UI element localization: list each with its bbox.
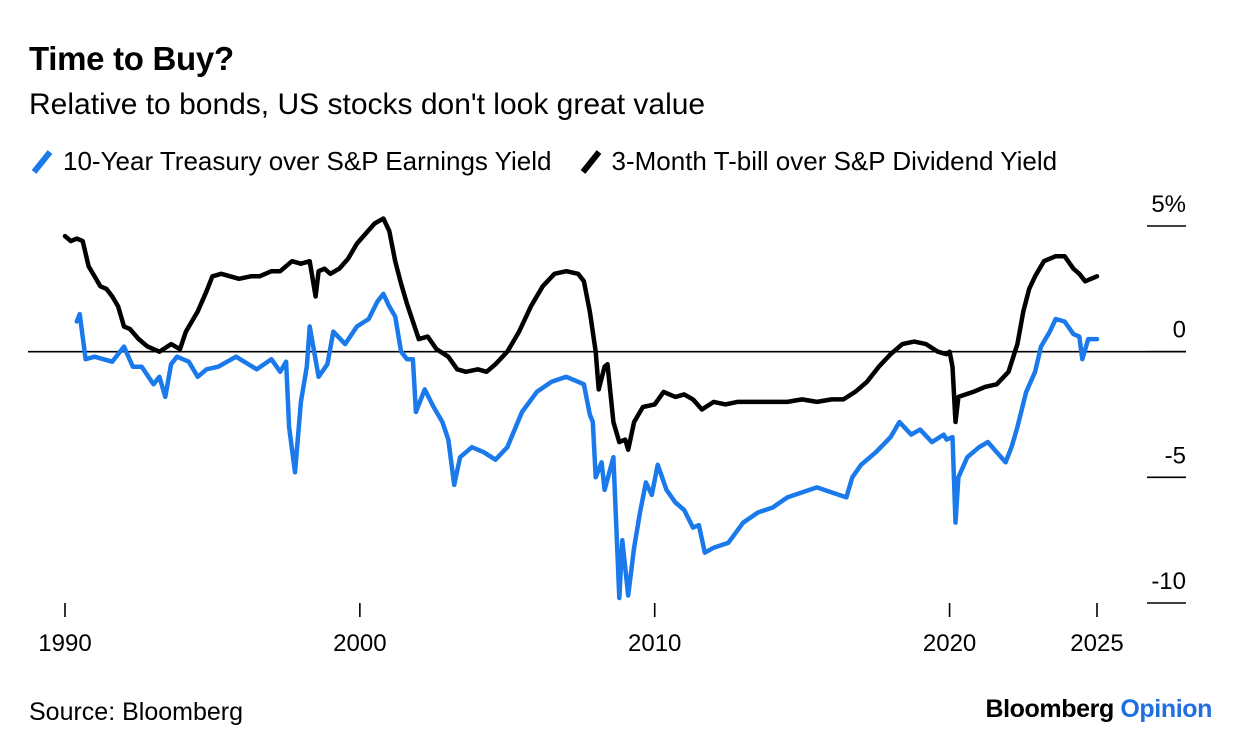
x-tick-label: 2010 <box>628 630 681 657</box>
series-line-treasury <box>74 291 1100 601</box>
legend-swatch-treasury <box>31 149 53 174</box>
legend-label-treasury: 10-Year Treasury over S&P Earnings Yield <box>63 146 552 176</box>
x-tick-label: 2020 <box>923 630 976 657</box>
y-tick-label: -10 <box>1151 568 1186 595</box>
legend-item-tbill: 3-Month T-bill over S&P Dividend Yield <box>578 146 1058 177</box>
legend: 10-Year Treasury over S&P Earnings Yield… <box>29 146 1083 177</box>
legend-swatch-tbill <box>580 149 601 174</box>
x-tick-label: 2025 <box>1070 630 1123 657</box>
chart-subtitle: Relative to bonds, US stocks don't look … <box>29 88 706 121</box>
y-tick-label: -5 <box>1165 442 1186 469</box>
source-note: Source: Bloomberg <box>29 698 244 726</box>
x-tick-label: 1990 <box>38 630 91 657</box>
y-tick-label: 0 <box>1173 317 1186 344</box>
series-line-tbill <box>62 216 1100 452</box>
x-tick-label: 2000 <box>333 630 386 657</box>
legend-item-treasury: 10-Year Treasury over S&P Earnings Yield <box>29 146 552 177</box>
chart-title: Time to Buy? <box>29 40 234 77</box>
brand-logo: Bloomberg Opinion <box>985 695 1212 723</box>
y-tick-label: 5% <box>1151 191 1186 218</box>
legend-label-tbill: 3-Month T-bill over S&P Dividend Yield <box>611 146 1058 176</box>
